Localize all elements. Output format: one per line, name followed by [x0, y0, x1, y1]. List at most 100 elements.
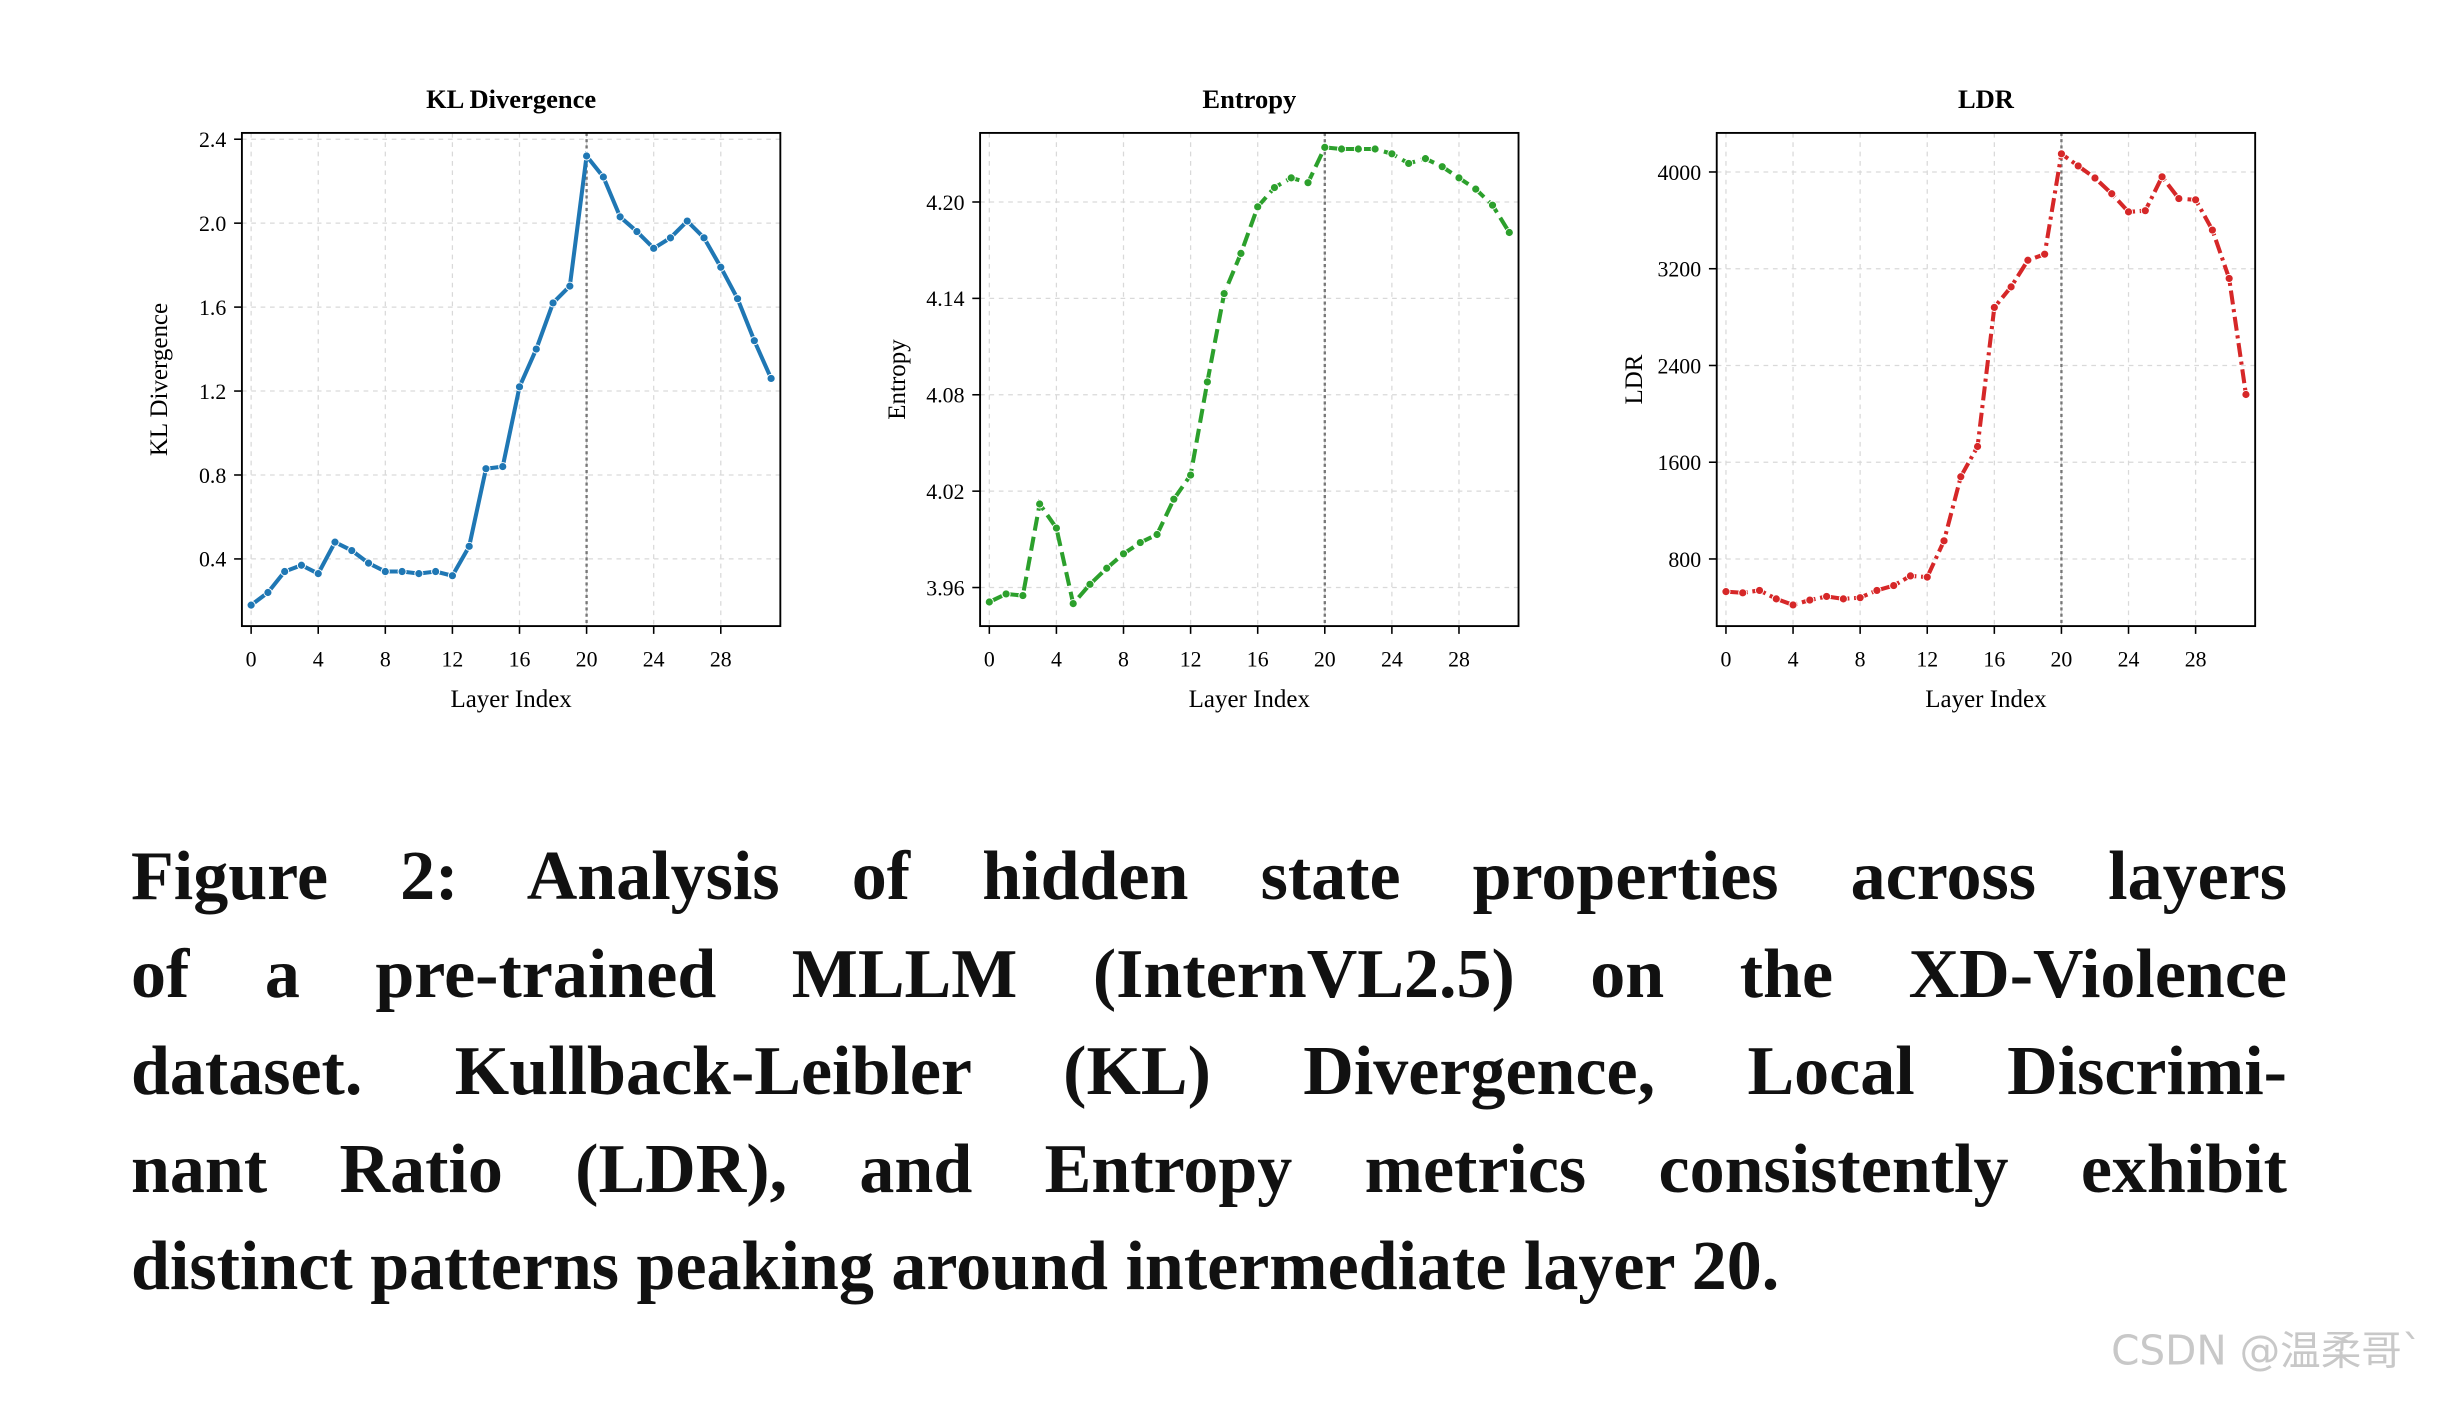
- data-point: [1973, 441, 1983, 452]
- x-tick-label: 28: [1448, 648, 1470, 672]
- data-point: [2140, 206, 2150, 216]
- data-point: [1738, 588, 1748, 598]
- subplot: Entropy Layer Index Entropy 0 4 8 12 16 20 24 28 3.…: [884, 84, 1520, 713]
- data-point: [1186, 470, 1196, 480]
- data-point: [2040, 249, 2050, 259]
- data-point: [699, 233, 709, 243]
- data-point: [548, 298, 558, 308]
- chart-title: LDR: [1958, 84, 2015, 114]
- data-point: [2056, 149, 2066, 159]
- caption-line: of a pre-trained MLLM (InternVL2.5) on t…: [131, 935, 2287, 1013]
- data-point: [682, 216, 692, 226]
- data-point: [1939, 536, 1949, 546]
- x-tick-label: 28: [2185, 648, 2207, 672]
- data-line: [988, 145, 1512, 608]
- x-tick-label: 24: [643, 648, 665, 672]
- y-tick-label: 4.08: [926, 384, 964, 408]
- y-tick-label: 4.14: [926, 287, 964, 311]
- x-tick-label: 12: [441, 648, 463, 672]
- y-tick-label: 1.2: [199, 380, 226, 404]
- data-point: [1805, 595, 1815, 605]
- y-tick-label: 1600: [1657, 451, 1701, 475]
- caption-line: dataset. Kullback-Leibler (KL) Divergenc…: [131, 1033, 2287, 1110]
- data-point: [716, 262, 726, 272]
- data-point: [1956, 472, 1966, 482]
- data-point: [498, 462, 508, 472]
- data-point: [280, 566, 290, 577]
- data-point: [1085, 579, 1095, 589]
- data-point: [984, 597, 994, 607]
- data-point: [1018, 591, 1028, 601]
- y-tick-label: 4.02: [926, 480, 964, 504]
- data-point: [1001, 589, 1011, 599]
- data-point: [1269, 183, 1279, 193]
- plot-frame: [979, 131, 1520, 628]
- x-tick-label: 12: [1916, 648, 1938, 672]
- y-tick-label: 0.8: [199, 464, 226, 488]
- data-point: [2191, 195, 2201, 205]
- data-point: [1370, 144, 1380, 154]
- y-tick-label: 0.4: [199, 548, 226, 572]
- data-point: [2073, 161, 2083, 171]
- y-tick-label: 4000: [1657, 161, 1701, 185]
- data-point: [1068, 599, 1078, 609]
- data-point: [1219, 289, 1229, 299]
- data-point: [766, 373, 776, 383]
- data-point: [1788, 600, 1798, 610]
- data-point: [531, 344, 541, 354]
- x-tick-label: 4: [313, 648, 324, 672]
- data-point: [665, 233, 675, 243]
- caption-line: Figure 2: Analysis of hidden state prope…: [131, 838, 2287, 915]
- x-tick-label: 8: [1855, 648, 1866, 672]
- x-tick-label: 24: [2118, 648, 2140, 672]
- data-point: [1838, 594, 1848, 604]
- data-point: [414, 569, 424, 579]
- y-tick-label: 2400: [1657, 354, 1701, 378]
- data-point: [246, 600, 256, 610]
- data-point: [1822, 591, 1832, 601]
- y-axis-label: KL Divergence: [146, 303, 173, 456]
- x-tick-label: 28: [710, 648, 732, 672]
- data-point: [1387, 149, 1397, 159]
- data-point: [1337, 144, 1347, 154]
- caption-line: nant Ratio (LDR), and Entropy metrics co…: [131, 1130, 2287, 1208]
- data-point: [2123, 207, 2134, 217]
- plot-frame: [1715, 131, 2257, 628]
- x-tick-label: 0: [246, 648, 257, 672]
- data-point: [649, 243, 659, 253]
- watermark: CSDN @温柔哥`: [2111, 1326, 2422, 1374]
- x-axis-label: Layer Index: [450, 686, 572, 713]
- y-axis-label: Entropy: [884, 339, 911, 420]
- data-point: [1051, 523, 1061, 533]
- data-point: [1303, 178, 1313, 188]
- data-point: [1721, 587, 1731, 597]
- y-tick-label: 1.6: [199, 296, 226, 320]
- y-tick-label: 4.20: [926, 191, 964, 215]
- x-tick-label: 16: [1983, 648, 2005, 672]
- y-tick-label: 800: [1668, 548, 1701, 572]
- data-point: [1035, 499, 1045, 509]
- data-point: [2157, 172, 2167, 182]
- data-point: [1437, 162, 1447, 172]
- data-point: [733, 294, 743, 304]
- x-tick-label: 4: [1051, 648, 1062, 672]
- data-point: [263, 587, 273, 598]
- data-point: [582, 151, 592, 161]
- data-point: [431, 566, 441, 577]
- data-point: [2006, 282, 2016, 292]
- data-point: [514, 382, 525, 392]
- data-point: [1152, 529, 1162, 540]
- y-tick-label: 2.0: [199, 212, 226, 236]
- x-tick-label: 16: [509, 648, 531, 672]
- data-point: [296, 560, 306, 570]
- x-axis-label: Layer Index: [1925, 686, 2047, 713]
- y-tick-label: 3.96: [926, 576, 964, 600]
- x-tick-label: 20: [576, 648, 598, 672]
- data-point: [1488, 200, 1498, 210]
- data-point: [1754, 585, 1765, 595]
- data-point: [2174, 194, 2184, 204]
- x-tick-label: 4: [1788, 648, 1799, 672]
- data-point: [1286, 173, 1296, 183]
